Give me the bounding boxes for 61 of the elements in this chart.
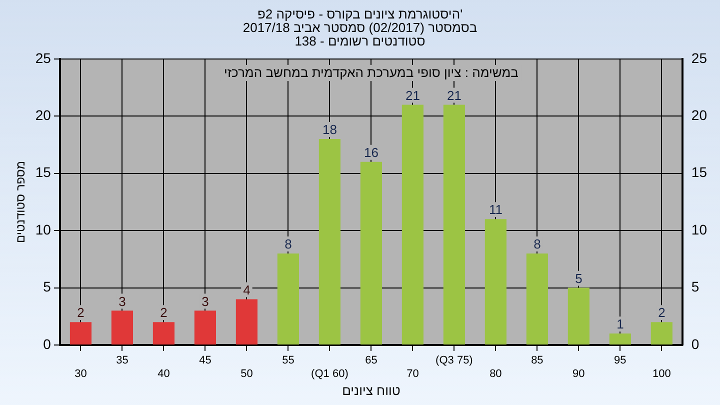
data-label: 16 [364, 145, 378, 160]
y2-tick-label: 25 [691, 50, 708, 66]
data-label: 11 [488, 202, 502, 218]
x-tick-label: 45 [199, 354, 212, 367]
chart-title: היסטוגרמת ציונים בקורס - פיסיקה 2פ' בסמסטר (02/2017) סמסטר אביב 2017/18 סטודנטים רשומים - 138 [242, 6, 478, 49]
bar [568, 288, 590, 344]
x-axis-title: טווח ציונים [342, 382, 400, 398]
data-label: 21 [405, 88, 420, 103]
data-label: 3 [202, 294, 209, 309]
y-tick-label: 10 [35, 221, 52, 238]
bar [650, 322, 672, 344]
y2-tick-label: 5 [691, 278, 700, 295]
x-tick-label: (Q1 60) [311, 368, 348, 380]
x-tick-label: 65 [365, 354, 378, 367]
x-tick-label: 55 [282, 354, 294, 367]
bar [609, 334, 631, 344]
y-axis-title: מספר סטודנטים [14, 160, 28, 244]
y2-tick-label: 0 [691, 336, 700, 352]
x-tick-label: 80 [490, 368, 502, 380]
y-tick-label: 25 [35, 50, 52, 66]
x-tick-label: 95 [614, 354, 626, 367]
data-label: 8 [284, 236, 292, 252]
y2-tick-label: 20 [691, 107, 708, 124]
bar [318, 139, 340, 344]
bar [70, 322, 92, 344]
y-tick-label: 20 [35, 107, 52, 124]
data-label: 3 [118, 294, 126, 309]
y2-tick-label: 15 [691, 164, 708, 180]
data-label: 21 [446, 88, 462, 103]
data-label: 1 [616, 316, 624, 332]
data-label: 8 [534, 236, 541, 252]
bar [443, 104, 465, 344]
bar [526, 253, 548, 344]
x-tick-label: 85 [531, 354, 544, 367]
bar [111, 310, 134, 344]
y2-tick-label: 10 [691, 221, 708, 238]
bar [277, 253, 299, 344]
x-tick-label: 70 [406, 368, 419, 380]
y-tick-label: 0 [43, 336, 52, 352]
data-label: 2 [77, 305, 84, 320]
bar [194, 310, 216, 344]
x-tick-label: (Q3 75) [436, 354, 473, 367]
x-tick-label: 100 [652, 368, 671, 380]
data-label: 5 [575, 270, 582, 286]
bar [484, 219, 506, 344]
data-label: 2 [160, 305, 168, 320]
annotation: במשימה : ציון סופי במערכת האקדמית במחשב המרכזי [224, 65, 519, 80]
y-tick-label: 5 [43, 278, 52, 295]
x-tick-label: 35 [116, 354, 128, 367]
data-label: 18 [322, 122, 337, 138]
data-label: 4 [243, 282, 250, 298]
x-tick-label: 40 [158, 368, 170, 380]
bar [402, 104, 424, 344]
y-tick-label: 15 [35, 164, 52, 180]
x-tick-label: 90 [572, 368, 585, 380]
bar [360, 162, 382, 344]
data-label: 2 [658, 305, 666, 320]
bar [152, 322, 175, 344]
x-tick-label: 30 [74, 368, 87, 380]
x-tick-label: 50 [240, 368, 253, 380]
bar [236, 299, 258, 344]
